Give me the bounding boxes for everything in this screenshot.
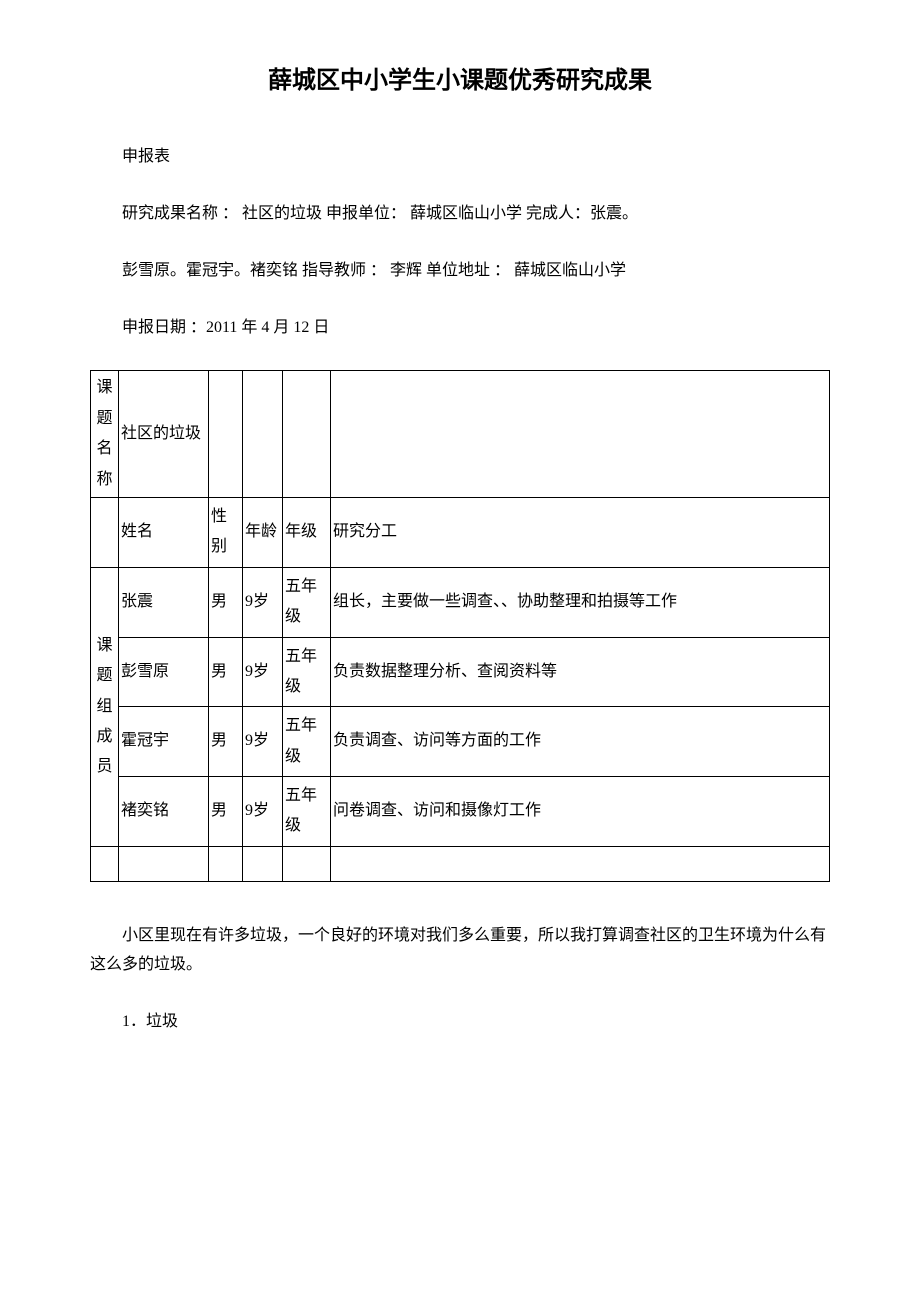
- member-grade: 五年级: [283, 707, 331, 777]
- document-title: 薛城区中小学生小课题优秀研究成果: [90, 60, 830, 103]
- cell-empty: [283, 846, 331, 881]
- cell-empty: [331, 846, 830, 881]
- member-age: 9岁: [243, 567, 283, 637]
- cell-empty: [91, 497, 119, 567]
- body-paragraph-1: 小区里现在有许多垃圾，一个良好的环境对我们多么重要，所以我打算调查社区的卫生环境…: [90, 922, 830, 980]
- header-gender: 性别: [209, 497, 243, 567]
- info-line-2: 研究成果名称 ： 社区的垃圾 申报单位： 薛城区临山小学 完成人：张震。: [90, 200, 830, 229]
- member-role: 组长，主要做一些调查、、协助整理和拍摄等工作: [331, 567, 830, 637]
- member-role: 负责数据整理分析、查阅资料等: [331, 637, 830, 707]
- member-gender: 男: [209, 637, 243, 707]
- info-line-4: 申报日期 ：2011 年 4 月 12 日: [90, 314, 830, 343]
- cell-empty: [91, 846, 119, 881]
- member-name: 张震: [119, 567, 209, 637]
- member-age: 9岁: [243, 637, 283, 707]
- member-name: 霍冠宇: [119, 707, 209, 777]
- member-role: 负责调查、访问等方面的工作: [331, 707, 830, 777]
- member-gender: 男: [209, 777, 243, 847]
- info-line-3: 彭雪原。霍冠宇。褚奕铭 指导教师 ： 李辉 单位地址 ： 薛城区临山小学: [90, 257, 830, 286]
- cell-empty: [331, 371, 830, 498]
- cell-empty: [283, 371, 331, 498]
- header-role: 研究分工: [331, 497, 830, 567]
- member-grade: 五年级: [283, 637, 331, 707]
- member-name: 褚奕铭: [119, 777, 209, 847]
- member-age: 9岁: [243, 777, 283, 847]
- header-name: 姓名: [119, 497, 209, 567]
- subtitle-line: 申报表: [90, 143, 830, 172]
- table-row: 课题组成员 张震 男 9岁 五年级 组长，主要做一些调查、、协助整理和拍摄等工作: [91, 567, 830, 637]
- cell-empty: [209, 846, 243, 881]
- member-role: 问卷调查、访问和摄像灯工作: [331, 777, 830, 847]
- cell-empty: [243, 371, 283, 498]
- member-gender: 男: [209, 567, 243, 637]
- value-topic-name: 社区的垃圾: [119, 371, 209, 498]
- member-grade: 五年级: [283, 777, 331, 847]
- cell-empty: [243, 846, 283, 881]
- application-table: 课题名称 社区的垃圾 姓名 性别 年龄 年级 研究分工 课题组成员 张震 男 9…: [90, 370, 830, 882]
- row-topic-name: 课题名称 社区的垃圾: [91, 371, 830, 498]
- row-header: 姓名 性别 年龄 年级 研究分工: [91, 497, 830, 567]
- cell-empty: [209, 371, 243, 498]
- header-grade: 年级: [283, 497, 331, 567]
- header-age: 年龄: [243, 497, 283, 567]
- cell-empty: [119, 846, 209, 881]
- body-paragraph-2: 1．垃圾: [90, 1008, 830, 1037]
- table-row: 彭雪原 男 9岁 五年级 负责数据整理分析、查阅资料等: [91, 637, 830, 707]
- table-row: 霍冠宇 男 9岁 五年级 负责调查、访问等方面的工作: [91, 707, 830, 777]
- member-gender: 男: [209, 707, 243, 777]
- table-row: 褚奕铭 男 9岁 五年级 问卷调查、访问和摄像灯工作: [91, 777, 830, 847]
- member-grade: 五年级: [283, 567, 331, 637]
- row-empty: [91, 846, 830, 881]
- member-age: 9岁: [243, 707, 283, 777]
- label-topic-name: 课题名称: [91, 371, 119, 498]
- label-group-members: 课题组成员: [91, 567, 119, 846]
- member-name: 彭雪原: [119, 637, 209, 707]
